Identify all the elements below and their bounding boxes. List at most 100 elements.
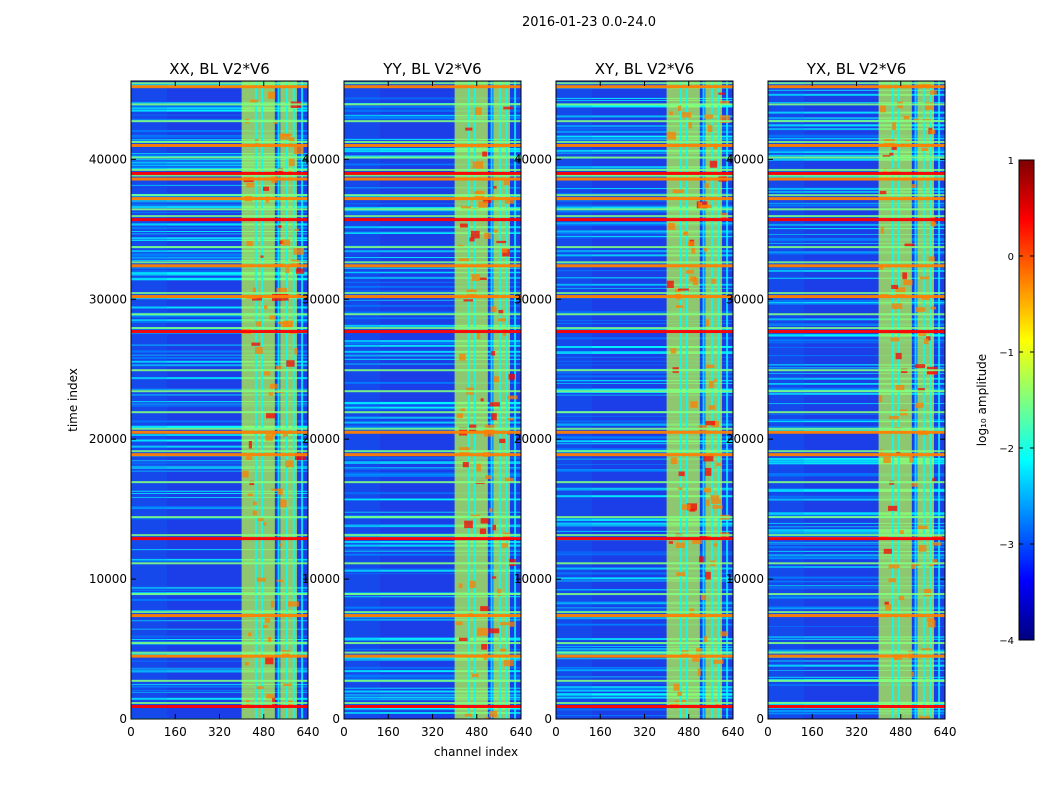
x-tick-label: 320: [208, 725, 231, 739]
streak: [556, 601, 733, 603]
streak: [131, 314, 308, 317]
rfi-patch: [706, 364, 715, 369]
rfi-time-band: [344, 481, 521, 484]
streak: [131, 465, 308, 467]
rfi-time-band: [344, 261, 521, 264]
streak: [556, 653, 733, 655]
streak: [768, 158, 945, 161]
rfi-patch: [883, 456, 891, 464]
rfi-patch: [928, 620, 936, 628]
y-tick-label: 10000: [89, 572, 127, 586]
streak: [768, 512, 945, 515]
rfi-patch: [497, 588, 502, 597]
rfi-time-band: [556, 453, 733, 457]
rfi-patch: [891, 303, 903, 310]
streak: [131, 231, 308, 233]
streak: [768, 364, 945, 366]
rfi-patch: [673, 683, 680, 691]
panel-xy: XY, BL V2*V6 0 160 320 480 640 0 10000 20000 3000…: [514, 60, 745, 739]
streak: [131, 641, 308, 643]
streak: [556, 667, 733, 670]
streak: [768, 323, 945, 326]
rfi-time-band: [131, 702, 308, 705]
streak: [768, 234, 945, 236]
rfi-patch: [899, 530, 904, 535]
rfi-time-band: [131, 651, 308, 654]
rfi-time-band: [556, 171, 733, 175]
rfi-time-band: [556, 481, 733, 484]
y-tick-label: 30000: [302, 292, 340, 306]
streak: [131, 253, 308, 256]
rfi-time-band: [344, 171, 521, 175]
streak: [768, 649, 945, 652]
rfi-patch: [918, 332, 927, 337]
streak: [344, 666, 521, 669]
rfi-time-band: [556, 313, 733, 316]
rfi-patch: [265, 657, 274, 665]
rfi-time-band: [344, 702, 521, 705]
rfi-time-band: [768, 642, 945, 645]
streak: [768, 530, 945, 533]
rfi-patch: [509, 621, 515, 627]
rfi-patch: [490, 306, 497, 313]
y-tick-label: 0: [544, 712, 552, 726]
streak: [768, 355, 945, 357]
rfi-time-band: [131, 537, 308, 541]
streak: [556, 623, 733, 626]
streak: [556, 188, 733, 190]
rfi-time-band: [768, 702, 945, 705]
rfi-patch: [880, 227, 884, 234]
rfi-patch: [692, 538, 703, 544]
rfi-time-band: [131, 85, 308, 89]
rfi-patch: [263, 522, 267, 526]
rfi-patch: [251, 342, 261, 346]
channel-line: [505, 81, 508, 719]
rfi-time-band: [344, 215, 521, 218]
streak: [344, 344, 521, 347]
rfi-time-band: [768, 327, 945, 330]
rfi-time-band: [556, 427, 733, 430]
rfi-patch: [288, 137, 295, 144]
rfi-patch: [470, 230, 480, 239]
rfi-patch: [914, 402, 924, 408]
streak: [768, 93, 945, 96]
rfi-patch: [715, 702, 720, 706]
streak: [556, 351, 733, 354]
streak: [131, 462, 308, 465]
streak: [556, 287, 733, 289]
rfi-time-band: [768, 215, 945, 218]
streak: [556, 372, 733, 374]
rfi-time-band: [556, 534, 733, 537]
rfi-patch: [484, 232, 491, 239]
streak: [768, 488, 945, 491]
rfi-time-band: [768, 369, 945, 372]
rfi-time-band: [131, 327, 308, 330]
streak: [768, 710, 945, 713]
streak: [556, 658, 733, 660]
streak: [556, 204, 733, 206]
rfi-patch: [932, 542, 941, 546]
streak: [344, 569, 521, 572]
rfi-patch: [889, 152, 894, 156]
rfi-time-band: [131, 654, 308, 658]
rfi-patch: [711, 420, 720, 428]
rfi-time-band: [768, 264, 945, 268]
rfi-patch: [879, 265, 884, 270]
streak: [768, 383, 945, 385]
streak: [768, 111, 945, 114]
rfi-patch: [295, 292, 299, 297]
rfi-time-band: [131, 679, 308, 682]
rfi-patch: [927, 617, 935, 622]
rfi-time-band: [768, 120, 945, 123]
rfi-time-band: [344, 453, 521, 457]
streak: [768, 522, 945, 524]
streak: [131, 586, 308, 589]
streak: [344, 548, 521, 550]
y-tick-label: 10000: [302, 572, 340, 586]
rfi-patch: [917, 525, 928, 530]
rfi-patch: [930, 306, 937, 310]
rfi-time-band: [131, 369, 308, 372]
streak: [131, 598, 308, 601]
panel-xx: XX, BL V2*V6 0 160 320 480 640 0 10000 20000 3000…: [89, 60, 320, 739]
rfi-patch: [911, 562, 916, 569]
